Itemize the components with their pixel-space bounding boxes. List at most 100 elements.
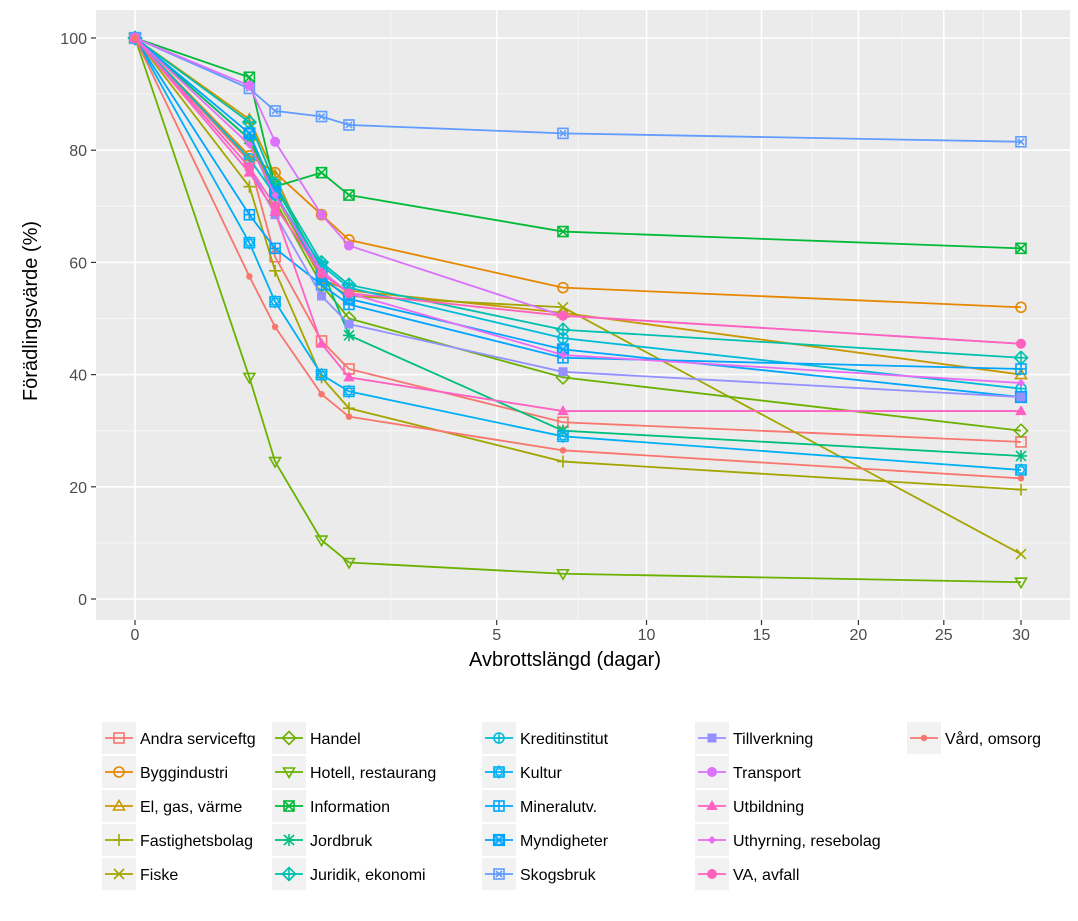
legend-item: Kultur — [482, 756, 562, 788]
legend-key-marker — [493, 732, 505, 744]
legend-label: Uthyrning, resebolag — [733, 833, 881, 850]
legend-item: Byggindustri — [102, 756, 228, 788]
legend-item: Jordbruk — [272, 824, 373, 856]
legend-item: Juridik, ekonomi — [272, 858, 426, 890]
data-point — [1014, 462, 1028, 478]
data-point — [1015, 405, 1027, 416]
data-point — [1014, 577, 1028, 590]
legend-item: Transport — [695, 756, 801, 788]
legend-item: Myndigheter — [482, 824, 609, 856]
legend-item: Utbildning — [695, 790, 804, 822]
data-point — [1015, 449, 1027, 462]
data-point — [271, 323, 279, 331]
data-point — [343, 288, 354, 299]
data-point — [270, 201, 281, 212]
data-point — [557, 225, 569, 238]
data-point — [342, 329, 355, 342]
legend-item: El, gas, värme — [102, 790, 242, 822]
legend-label: VA, avfall — [733, 867, 799, 884]
data-point — [557, 405, 569, 416]
x-axis: 0 5 10 15 20 25 30 — [131, 620, 1030, 644]
legend: Andra serviceftg Byggindustri El, gas, vär… — [102, 722, 1041, 890]
y-tick-label: 0 — [78, 592, 87, 609]
y-tick-label: 20 — [69, 480, 87, 497]
data-point — [559, 447, 567, 454]
data-point — [343, 189, 355, 201]
data-point — [269, 242, 281, 255]
legend-key-marker — [492, 764, 506, 780]
data-point — [315, 166, 328, 179]
data-point — [245, 140, 254, 149]
data-point — [269, 264, 282, 277]
legend-key-marker — [707, 767, 717, 777]
legend-key-marker — [113, 868, 125, 880]
data-point — [557, 301, 569, 313]
x-tick-label: 5 — [492, 627, 501, 644]
legend-key-marker — [283, 834, 295, 846]
y-tick-label: 40 — [69, 368, 87, 385]
data-point — [557, 310, 568, 321]
legend-label: Juridik, ekonomi — [310, 867, 426, 884]
data-point — [131, 34, 139, 42]
data-point — [316, 268, 327, 279]
legend-item: Skogsbruk — [482, 858, 597, 890]
data-point — [242, 372, 257, 385]
data-point — [243, 180, 256, 193]
data-point — [244, 162, 255, 173]
y-tick-label: 60 — [69, 255, 87, 272]
data-point — [556, 429, 570, 444]
data-point — [1013, 423, 1029, 439]
legend-label: Vård, omsorg — [945, 730, 1041, 748]
data-point — [1015, 242, 1027, 255]
data-point — [318, 390, 325, 398]
legend-key-marker — [113, 834, 125, 846]
data-point — [344, 319, 354, 329]
legend-label: Skogsbruk — [520, 867, 597, 884]
data-point — [317, 291, 327, 301]
legend-item: Handel — [272, 722, 361, 754]
legend-label: Kultur — [520, 765, 562, 782]
legend-item: Mineralutv. — [482, 790, 597, 822]
legend-key-marker — [113, 766, 125, 778]
legend-item: Vård, omsorg — [907, 722, 1041, 754]
data-point — [343, 371, 355, 382]
data-point — [1016, 392, 1026, 402]
legend-item: Andra serviceftg — [102, 722, 256, 754]
data-point — [271, 191, 280, 200]
data-point — [557, 127, 569, 140]
data-point — [1015, 483, 1027, 496]
legend-item: Fiske — [102, 858, 178, 890]
series-line — [134, 37, 1022, 584]
legend-label: Kreditinstitut — [520, 731, 609, 748]
data-point — [1015, 548, 1027, 560]
data-point — [342, 402, 355, 415]
data-point — [345, 413, 353, 420]
legend-key-marker — [113, 732, 125, 744]
data-point — [243, 127, 256, 140]
x-tick-label: 10 — [638, 627, 656, 644]
data-point — [1017, 475, 1025, 482]
legend-label: Fastighetsbolag — [140, 833, 253, 850]
x-tick-label: 30 — [1012, 627, 1030, 644]
x-axis-title: Avbrottslängd (dagar) — [469, 649, 661, 671]
x-tick-label: 15 — [753, 627, 771, 644]
x-tick-label: 20 — [850, 627, 868, 644]
legend-label: Handel — [310, 731, 361, 748]
data-point — [243, 208, 256, 221]
legend-key-marker — [493, 868, 505, 880]
legend-key-marker — [707, 733, 717, 743]
data-point — [1015, 363, 1027, 375]
data-point — [343, 240, 354, 251]
data-point — [315, 337, 328, 348]
legend-key-marker — [492, 833, 506, 847]
legend-label: Myndigheter — [520, 833, 609, 850]
data-point — [558, 367, 568, 377]
legend-label: El, gas, värme — [140, 799, 242, 816]
data-point — [268, 294, 282, 309]
legend-item: Tillverkning — [695, 722, 813, 754]
series-layer — [127, 30, 1029, 590]
x-tick-label: 0 — [131, 627, 140, 644]
y-axis-title: Förädlingsvärde (%) — [20, 221, 42, 401]
legend-label: Utbildning — [733, 799, 804, 816]
